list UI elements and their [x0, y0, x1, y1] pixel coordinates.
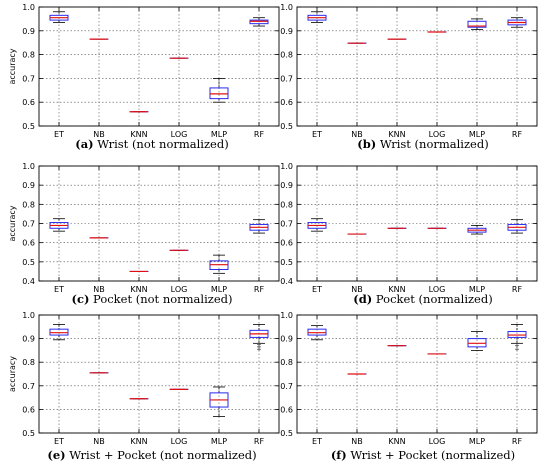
caption-b: (b) Wrist (normalized) [283, 137, 550, 151]
y-tick-label: 0.7 [22, 74, 35, 83]
caption-text: Wrist (not normalized) [97, 137, 228, 151]
x-tick-label: RF [254, 437, 265, 446]
y-tick-label: 0.5 [280, 429, 293, 438]
box-rf [508, 18, 526, 28]
x-tick-label: KNN [130, 437, 147, 446]
caption-text: Pocket (not normalized) [93, 292, 232, 306]
y-tick-label: 0.7 [280, 220, 293, 229]
y-axis-label: accuracy [8, 205, 17, 241]
panel-e: 0.5 0.6 0.7 0.8 0.9 1.0 ET NB KNN LOG MLP RF accurac… [8, 311, 279, 446]
x-tick-label: MLP [469, 437, 485, 446]
y-tick-label: 0.8 [280, 358, 293, 367]
y-tick-label: 0.7 [22, 220, 35, 229]
y-tick-label: 0.5 [22, 122, 35, 131]
x-tick-label: LOG [429, 437, 446, 446]
y-tick-label: 0.7 [280, 382, 293, 391]
flier-marker [515, 344, 519, 348]
y-tick-label: 0.5 [280, 122, 293, 131]
y-tick-label: 1.0 [22, 311, 35, 320]
box-et [308, 326, 326, 340]
plot-frame [297, 315, 537, 433]
y-tick-label: 0.6 [22, 405, 35, 414]
panel-f: 0.5 0.6 0.7 0.8 0.9 1.0 ET NB KNN LOG MLP RF [280, 311, 537, 446]
y-tick-label: 1.0 [280, 162, 293, 171]
caption-a: (a) Wrist (not normalized) [12, 137, 292, 151]
y-tick-label: 0.5 [22, 429, 35, 438]
caption-label: (d) [353, 292, 372, 306]
y-tick-label: 1.0 [22, 3, 35, 12]
box-mlp [210, 78, 228, 102]
x-tick-label: ET [54, 437, 64, 446]
y-axis-label: accuracy [8, 48, 17, 84]
y-tick-label: 0.6 [22, 98, 35, 107]
caption-text: Wrist + Pocket (not normalized) [69, 448, 256, 462]
y-tick-label: 0.8 [22, 200, 35, 209]
caption-label: (c) [72, 292, 90, 306]
x-tick-label: ET [312, 437, 322, 446]
caption-label: (a) [75, 137, 93, 151]
flier-marker [515, 347, 519, 351]
y-tick-label: 1.0 [22, 162, 35, 171]
caption-c: (c) Pocket (not normalized) [12, 292, 292, 306]
box-et [308, 12, 326, 23]
y-tick-label: 0.6 [280, 239, 293, 248]
y-tick-label: 0.9 [280, 181, 293, 190]
caption-f: (f) Wrist + Pocket (normalized) [283, 448, 550, 462]
x-tick-label: NB [351, 437, 362, 446]
x-tick-label: LOG [171, 437, 188, 446]
caption-label: (b) [357, 137, 376, 151]
y-tick-label: 0.6 [22, 239, 35, 248]
y-tick-label: 0.6 [280, 405, 293, 414]
plot-frame [297, 7, 537, 126]
x-tick-label: NB [93, 437, 104, 446]
y-tick-label: 0.5 [22, 258, 35, 267]
x-tick-label: MLP [211, 437, 227, 446]
box-et [50, 219, 68, 231]
y-tick-label: 0.8 [22, 358, 35, 367]
y-tick-label: 0.5 [280, 258, 293, 267]
x-tick-label: KNN [388, 437, 405, 446]
y-tick-label: 1.0 [280, 3, 293, 12]
y-tick-label: 0.4 [22, 277, 35, 286]
box-et [50, 12, 68, 23]
y-tick-label: 0.9 [22, 335, 35, 344]
y-tick-label: 0.9 [22, 27, 35, 36]
y-tick-label: 0.7 [22, 382, 35, 391]
y-tick-label: 0.7 [280, 74, 293, 83]
caption-text: Pocket (normalized) [376, 292, 493, 306]
caption-e: (e) Wrist + Pocket (not normalized) [12, 448, 292, 462]
box-rf [250, 18, 268, 26]
box-mlp [468, 225, 486, 234]
caption-label: (f) [331, 448, 347, 462]
y-tick-label: 0.8 [280, 51, 293, 60]
y-tick-label: 0.9 [22, 181, 35, 190]
y-tick-label: 0.4 [280, 277, 293, 286]
y-tick-label: 0.6 [280, 98, 293, 107]
y-tick-label: 0.9 [280, 335, 293, 344]
y-tick-label: 0.8 [280, 200, 293, 209]
box-rf [508, 324, 526, 351]
box-et [308, 219, 326, 231]
box-rf [250, 324, 268, 351]
x-tick-label: RF [512, 437, 523, 446]
y-tick-label: 1.0 [280, 311, 293, 320]
plot-frame [39, 315, 279, 433]
y-axis-label: accuracy [8, 356, 17, 392]
y-tick-label: 0.8 [22, 51, 35, 60]
caption-text: Wrist (normalized) [380, 137, 489, 151]
box-mlp [210, 387, 228, 417]
y-tick-label: 0.9 [280, 27, 293, 36]
caption-label: (e) [47, 448, 65, 462]
box-mlp [468, 19, 486, 30]
caption-d: (d) Pocket (normalized) [283, 292, 550, 306]
caption-text: Wrist + Pocket (normalized) [350, 448, 515, 462]
plot-frame [39, 7, 279, 126]
